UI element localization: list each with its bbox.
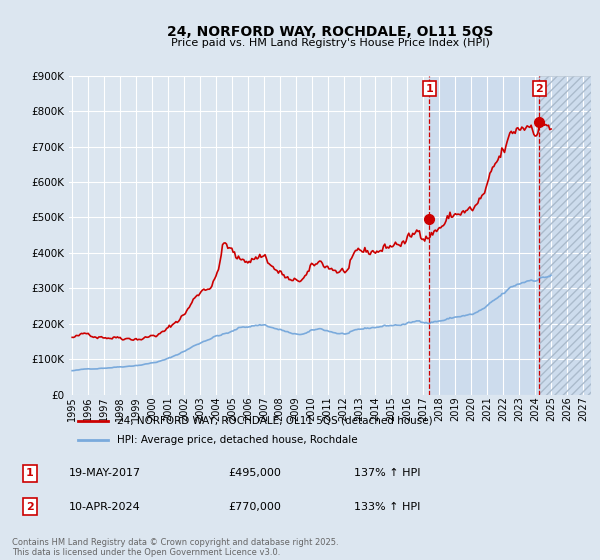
Text: 133% ↑ HPI: 133% ↑ HPI: [354, 502, 421, 512]
Text: 2: 2: [26, 502, 34, 512]
Bar: [430, 76, 591, 395]
Text: HPI: Average price, detached house, Rochdale: HPI: Average price, detached house, Roch…: [116, 435, 357, 445]
Text: 1: 1: [425, 83, 433, 94]
Text: 19-MAY-2017: 19-MAY-2017: [69, 468, 141, 478]
Text: 24, NORFORD WAY, ROCHDALE, OL11 5QS (detached house): 24, NORFORD WAY, ROCHDALE, OL11 5QS (det…: [116, 416, 432, 426]
Text: £495,000: £495,000: [228, 468, 281, 478]
Text: 2: 2: [536, 83, 544, 94]
Text: 137% ↑ HPI: 137% ↑ HPI: [354, 468, 421, 478]
Text: 24, NORFORD WAY, ROCHDALE, OL11 5QS: 24, NORFORD WAY, ROCHDALE, OL11 5QS: [167, 25, 493, 39]
Text: 10-APR-2024: 10-APR-2024: [69, 502, 141, 512]
Bar: [539, 76, 591, 395]
Text: Contains HM Land Registry data © Crown copyright and database right 2025.
This d: Contains HM Land Registry data © Crown c…: [12, 538, 338, 557]
Text: Price paid vs. HM Land Registry's House Price Index (HPI): Price paid vs. HM Land Registry's House …: [170, 38, 490, 48]
Text: 1: 1: [26, 468, 34, 478]
Text: £770,000: £770,000: [228, 502, 281, 512]
